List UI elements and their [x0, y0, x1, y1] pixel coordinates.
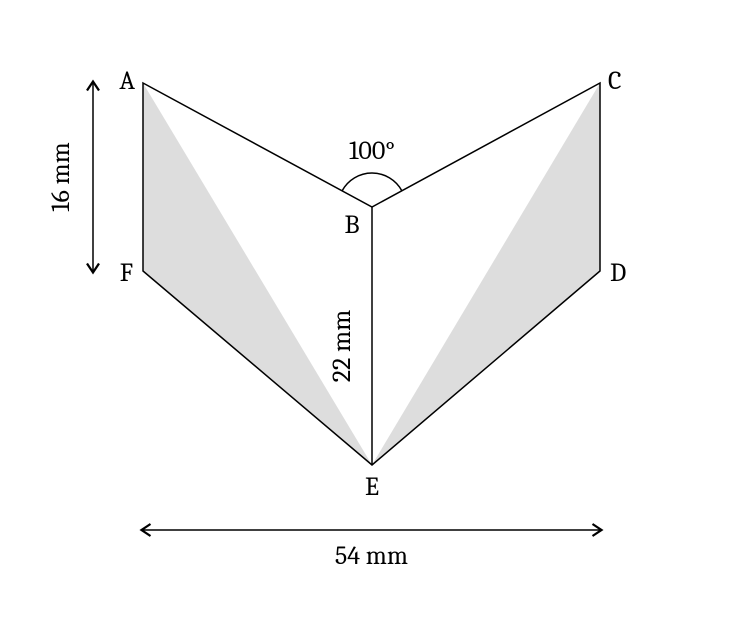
label-dim-bottom: 54 mm: [335, 541, 408, 571]
triangle-afe: [143, 83, 372, 465]
label-dim-left: 16 mm: [46, 142, 76, 212]
angle-arc: [342, 173, 402, 191]
label-b: B: [344, 210, 359, 240]
label-d: D: [610, 258, 626, 288]
label-e: E: [365, 472, 379, 502]
label-dim-mid: 22 mm: [327, 310, 357, 383]
triangle-cde: [372, 83, 600, 465]
label-f: F: [120, 258, 133, 288]
geometry-diagram: A B C D E F 100° 16 mm 22 mm 54 mm: [0, 0, 734, 630]
label-c: C: [608, 66, 622, 96]
label-angle: 100°: [349, 136, 395, 166]
label-a: A: [119, 66, 135, 96]
